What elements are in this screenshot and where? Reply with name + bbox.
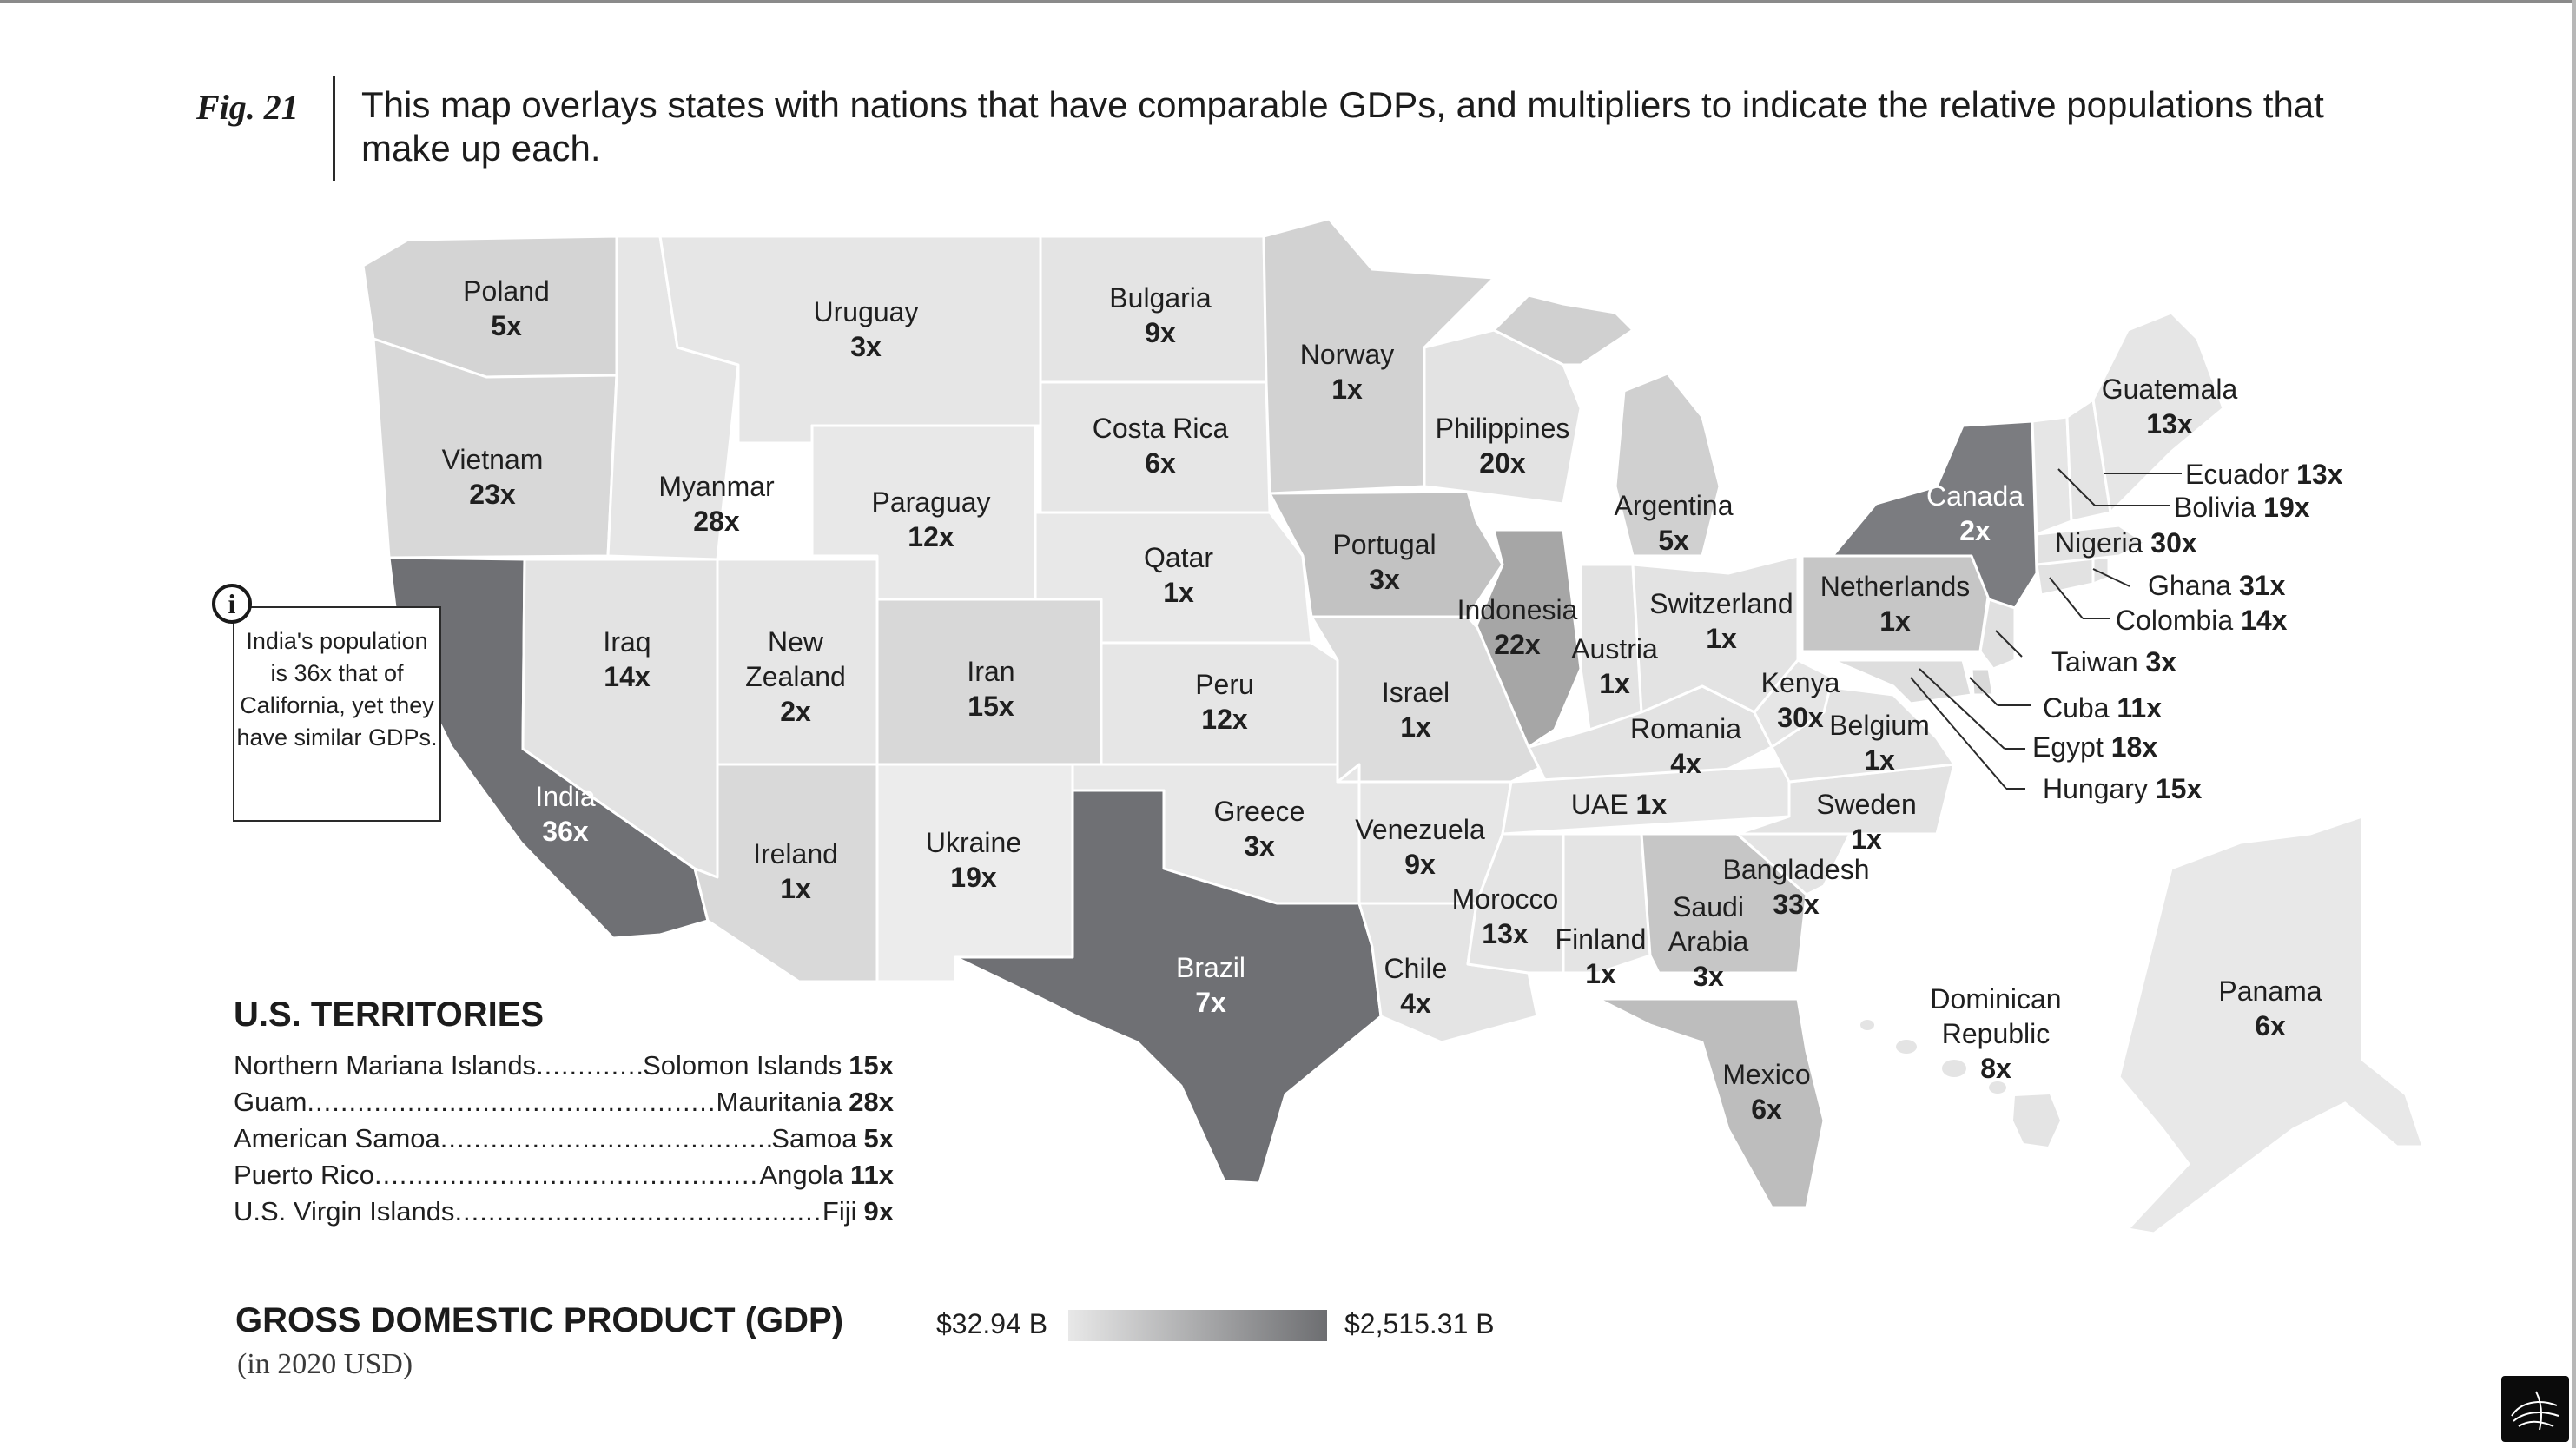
leader-lines [1910,468,2182,790]
territory-row: American Samoa .........................… [234,1123,894,1154]
state-massachusetts [2035,524,2147,566]
map-label-argentina: Argentina 5x [1614,490,1734,556]
map-label-kenya: Kenya 30x [1760,667,1840,733]
gdp-legend-gradient [1068,1310,1327,1341]
state-texas [954,789,1383,1185]
map-label-costa-rica: Costa Rica 6x [1092,413,1229,479]
side-label-colombia: Colombia 14x [2116,605,2288,636]
map-label-poland: Poland 5x [463,275,550,341]
map-label-guatemala: Guatemala 13x [2101,374,2238,440]
state-hawaii [1860,1020,2060,1147]
map-label-paraguay: Paraguay 12x [871,486,991,552]
map-label-qatar: Qatar 1x [1143,542,1214,608]
side-label-hungary: Hungary 15x [2043,773,2203,804]
map-label-portugal: Portugal 3x [1332,529,1437,595]
side-label-cuba: Cuba 11x [2043,692,2163,724]
map-label-dominican-republic: Dominican Republic 8x [1930,983,2062,1084]
map-label-saudi-arabia: Saudi Arabia 3x [1668,891,1749,992]
territories-list: Northern Mariana Islands ...............… [234,1048,894,1230]
map-label-india: India 36x [535,781,596,847]
map-label-philippines: Philippines 20x [1435,413,1570,479]
figure-label: Fig. 21 [196,88,299,127]
map-label-netherlands: Netherlands 1x [1820,571,1971,637]
state-west-virginia [1753,658,1834,749]
california-callout: India's population is 36x that of Califo… [233,606,441,822]
state-new-jersey [1978,598,2017,671]
map-label-vietnam: Vietnam 23x [441,444,544,510]
swirl-logo-icon [2511,1391,2559,1431]
side-label-ghana: Ghana 31x [2148,570,2286,601]
map-label-brazil: Brazil 7x [1175,952,1246,1018]
territory-row: Northern Mariana Islands ...............… [234,1050,894,1081]
state-alabama [1562,832,1652,975]
map-label-uae: UAE 1x [1570,789,1668,820]
state-florida [1596,997,1826,1209]
viewer-logo-button[interactable] [2501,1376,2569,1442]
side-label-taiwan: Taiwan 3x [2051,646,2177,678]
side-label-nigeria: Nigeria 30x [2055,527,2197,559]
map-label-bulgaria: Bulgaria 9x [1109,282,1212,348]
map-label-canada: Canada 2x [1925,480,2024,546]
map-label-ireland: Ireland 1x [753,838,838,904]
map-label-iran: Iran 15x [967,656,1015,722]
map-label-romania: Romania 4x [1629,713,1742,779]
territory-row: Puerto Rico ............................… [234,1160,894,1190]
figure-divider [333,76,335,181]
territory-row: Guam ...................................… [234,1087,894,1117]
map-label-norway: Norway 1x [1299,339,1395,405]
gdp-legend-title: GROSS DOMESTIC PRODUCT (GDP) [235,1301,844,1339]
side-label-bolivia: Bolivia 19x [2174,492,2310,523]
map-label-belgium: Belgium 1x [1829,710,1930,776]
map-label-bangladesh: Bangladesh 33x [1722,854,1870,920]
side-label-egypt: Egypt 18x [2032,731,2158,763]
map-label-finland: Finland 1x [1555,923,1647,989]
info-icon[interactable]: i [212,584,252,624]
territories-title: U.S. TERRITORIES [234,995,545,1034]
map-label-peru: Peru 12x [1195,669,1254,735]
map-label-mexico: Mexico 6x [1722,1059,1811,1125]
gdp-legend-min: $32.94 B [936,1308,1048,1339]
state-maryland [1831,658,1973,705]
state-michigan-lower [1614,372,1721,558]
gdp-legend-max: $2,515.31 B [1344,1308,1495,1339]
map-label-panama: Panama 6x [2218,975,2322,1041]
gdp-legend-subtitle: (in 2020 USD) [237,1348,413,1380]
map-label-switzerland: Switzerland 1x [1649,588,1793,654]
territory-row: U.S. Virgin Islands ....................… [234,1196,894,1227]
map-label-morocco: Morocco 13x [1451,883,1559,949]
state-iowa [1268,490,1504,618]
map-label-venezuela: Venezuela 9x [1355,814,1485,880]
map-label-iraq: Iraq 14x [603,626,651,692]
window-top-edge [0,0,2576,3]
state-maine [2091,311,2225,514]
figure-caption: This map overlays states with nations th… [361,84,2324,169]
map-label-myanmar: Myanmar 28x [658,471,775,537]
state-delaware [1970,667,1995,697]
state-alaska [2117,814,2426,1235]
map-label-israel: Israel 1x [1381,677,1450,743]
map-label-ukraine: Ukraine 19x [925,827,1022,893]
map-label-indonesia: Indonesia 22x [1456,594,1578,660]
map-label-austria: Austria 1x [1571,633,1658,699]
window-right-edge [2572,0,2576,1448]
side-label-ecuador: Ecuador 13x [2185,459,2343,490]
map-label-sweden: Sweden 1x [1816,789,1917,855]
state-michigan-upper [1492,294,1635,367]
map-label-greece: Greece 3x [1213,796,1305,862]
map-label-new-zealand: New Zealand 2x [745,626,846,727]
map-label-uruguay: Uruguay 3x [813,296,919,362]
map-label-chile: Chile 4x [1384,953,1448,1019]
